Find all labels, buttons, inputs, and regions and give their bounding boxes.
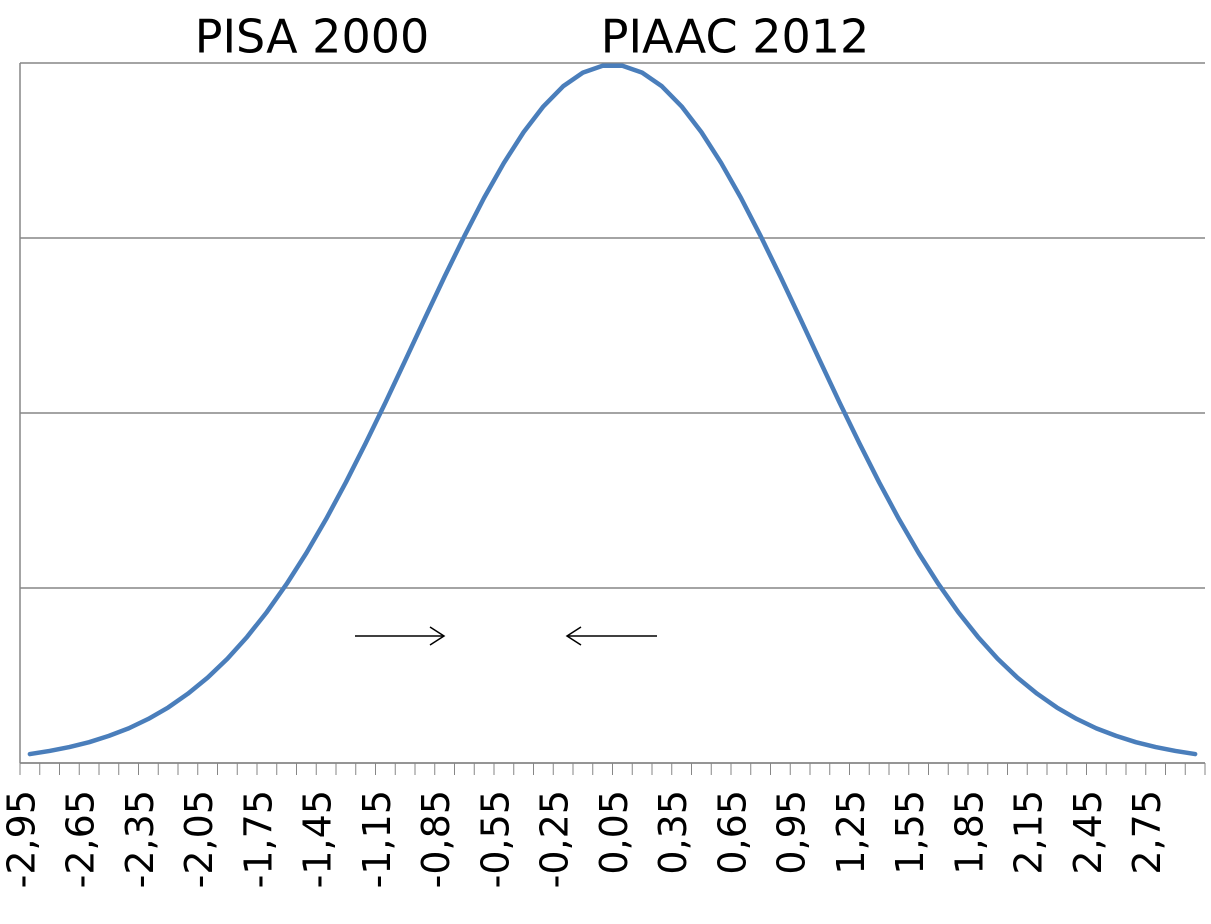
x-tick-label: 0,35 (651, 790, 695, 875)
x-tick-label: -2,95 (0, 790, 43, 888)
x-tick-label: -0,85 (414, 790, 458, 888)
arrows (355, 626, 657, 646)
line-series (27, 63, 1198, 757)
x-tick-label: 0,05 (592, 790, 636, 875)
x-tick-label: 0,95 (770, 790, 814, 875)
x-tick-label: -1,15 (355, 790, 399, 888)
arrow-head (429, 626, 446, 646)
x-tick-label: 1,25 (829, 790, 873, 875)
x-tick-label: 0,65 (710, 790, 754, 875)
annotation: PISA 2000 (195, 10, 430, 64)
x-tick-label: -0,55 (473, 790, 517, 888)
arrow-head (565, 626, 582, 646)
x-tick-label: -2,35 (118, 790, 162, 888)
x-tick-label: 2,15 (1007, 790, 1051, 875)
x-tick-label: 1,55 (888, 790, 932, 875)
x-tick-label: 2,75 (1125, 790, 1169, 875)
x-tick-label: -0,25 (533, 790, 577, 888)
annotation: PIAAC 2012 (601, 10, 870, 64)
x-tick-label: -1,75 (236, 790, 280, 888)
x-tick-label: 2,45 (1066, 790, 1110, 875)
x-tick-label: -2,05 (177, 790, 221, 888)
x-tick-label: 1,85 (947, 790, 991, 875)
x-tick-label: -1,45 (296, 790, 340, 888)
x-tick-label: -2,65 (59, 790, 103, 888)
